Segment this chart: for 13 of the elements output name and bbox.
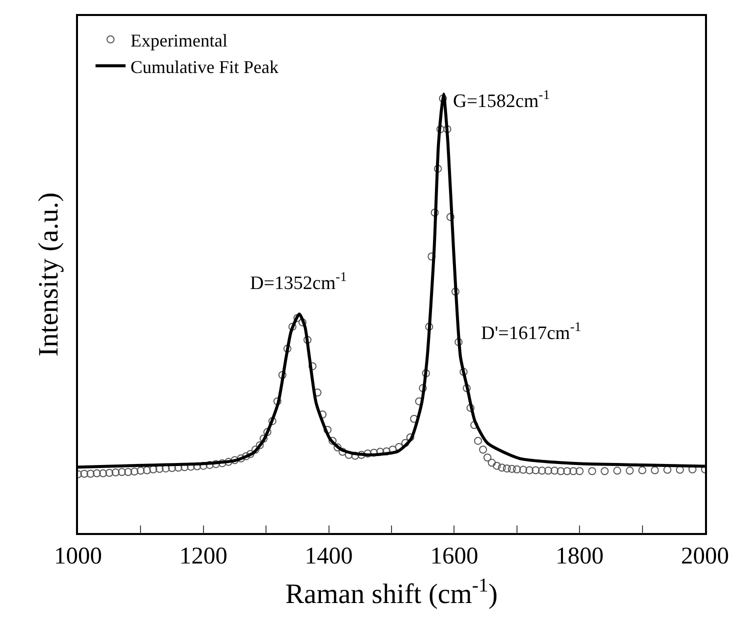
annotation: D=1352cm$^{-1}$ bbox=[250, 269, 347, 294]
x-tick-label: 1600 bbox=[430, 544, 478, 570]
legend-label: Experimental bbox=[130, 30, 228, 50]
y-axis-title: Intensity (a.u.) bbox=[33, 192, 64, 357]
annotation: D'=1617cm$^{-1}$ bbox=[481, 319, 582, 344]
x-tick-label: 1800 bbox=[556, 544, 604, 570]
legend-label: Cumulative Fit Peak bbox=[130, 56, 279, 77]
x-tick-label: 1200 bbox=[179, 544, 228, 570]
x-tick-label: 2000 bbox=[681, 544, 729, 570]
annotation: G=1582cm$^{-1}$ bbox=[453, 87, 550, 112]
x-axis-title: Raman shift (cm$^{-1}$) bbox=[285, 575, 498, 610]
x-tick-label: 1000 bbox=[54, 544, 102, 570]
x-tick-label: 1400 bbox=[304, 544, 353, 570]
